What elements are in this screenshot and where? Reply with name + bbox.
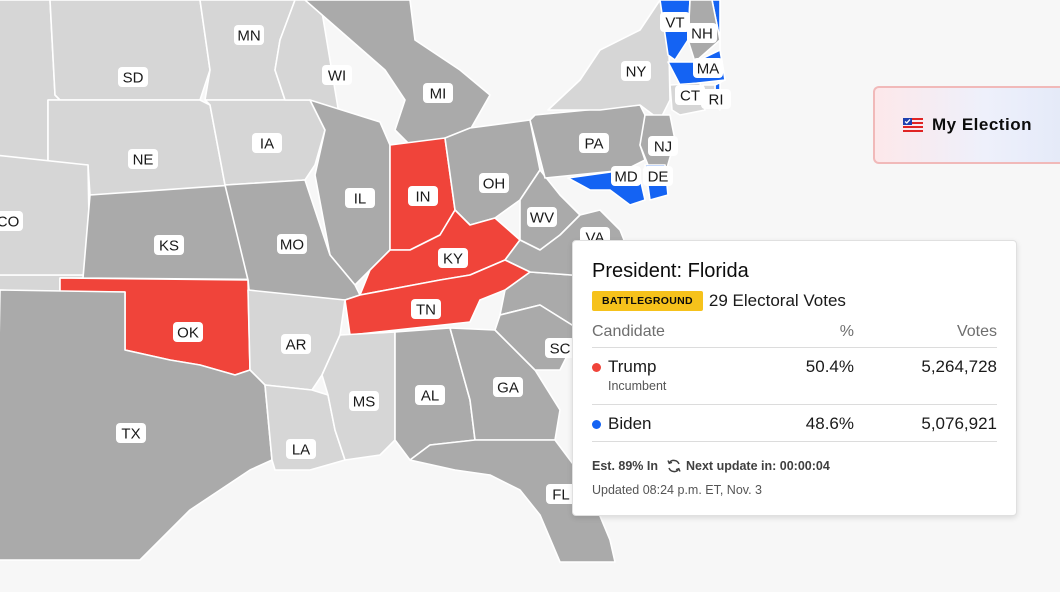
state-label-pa: PA [585,136,604,153]
candidate-row-trump: Trump Incumbent 50.4% 5,264,728 [592,348,997,405]
state-label-mi: MI [430,86,447,103]
state-label-bg [118,67,148,87]
state-label-ma: MA [697,61,720,78]
state-label-ct: CT [680,88,700,105]
reporting-status: Est. 89% In Next update in: 00:00:04 [592,458,997,474]
state-label-nh: NH [691,26,713,43]
candidate-name: Biden [608,414,652,433]
state-label-md: MD [614,169,637,186]
next-update: Next update in: 00:00:04 [686,459,830,473]
state-label-al: AL [421,388,439,405]
state-label-ky: KY [443,251,463,268]
state-label-bg [693,58,723,78]
candidate-row-biden: Biden 48.6% 5,076,921 [592,405,997,442]
candidate-pct: 50.4% [805,357,854,376]
state-label-bg [286,439,316,459]
state-shape-fl[interactable] [409,439,616,563]
state-label-wv: WV [530,210,554,227]
state-label-mn: MN [237,28,260,45]
candidate-votes: 5,264,728 [921,357,997,376]
state-shape-ny[interactable] [547,0,671,121]
state-label-bg [546,484,576,504]
state-label-bg [128,149,158,169]
state-label-bg [643,166,673,186]
state-label-sd: SD [123,70,144,87]
state-label-bg [277,234,307,254]
state-label-bg [621,61,651,81]
state-label-ms: MS [353,394,376,411]
candidate-pct: 48.6% [805,414,854,433]
updated-time: Updated 08:24 p.m. ET, Nov. 3 [592,483,763,497]
my-election-label: My Election [932,115,1032,134]
state-label-bg [675,85,705,105]
state-results-popup: President: Florida BATTLEGROUND 29 Elect… [572,240,1017,516]
state-label-bg [173,322,203,342]
state-label-bg [660,12,690,32]
state-label-ks: KS [159,238,179,255]
state-label-bg [349,391,379,411]
candidate-votes: 5,076,921 [921,414,997,433]
state-label-bg [579,133,609,153]
state-label-la: LA [292,442,310,459]
state-label-oh: OH [483,176,506,193]
state-label-bg [687,23,717,43]
state-label-co: CO [0,214,19,231]
state-label-sc: SC [550,341,571,358]
party-dot-icon [592,362,601,372]
state-label-bg [479,173,509,193]
state-label-wi: WI [328,68,346,85]
state-label-bg [545,338,575,358]
state-label-tn: TN [416,302,436,319]
my-election-button[interactable]: My Election [873,86,1060,164]
state-label-bg [411,299,441,319]
state-label-ga: GA [497,380,519,397]
state-label-bg [154,235,184,255]
state-label-bg [116,423,146,443]
state-label-fl: FL [552,487,570,504]
header-votes: Votes [956,323,997,340]
electoral-votes: 29 Electoral Votes [708,291,846,310]
popup-title: President: Florida [592,260,749,282]
header-pct: % [839,323,854,340]
state-label-bg [527,207,557,227]
incumbent-label: Incumbent [608,379,667,393]
state-label-bg [611,166,641,186]
state-label-bg [415,385,445,405]
state-shape-tn[interactable] [344,259,531,336]
state-label-bg [345,188,375,208]
state-shape-sd[interactable] [49,0,211,101]
candidate-name: Trump [608,357,657,376]
state-label-bg [322,65,352,85]
state-label-bg [252,133,282,153]
state-label-il: IL [354,191,367,208]
state-label-in: IN [416,189,431,206]
results-table-header: Candidate % Votes [592,323,997,348]
party-dot-icon [592,419,601,429]
state-label-vt: VT [665,15,684,32]
state-label-ok: OK [177,325,199,342]
refresh-icon [666,458,682,474]
state-label-bg [281,334,311,354]
state-label-de: DE [648,169,669,186]
state-label-bg [648,136,678,156]
state-label-ny: NY [626,64,647,81]
state-label-ar: AR [286,337,307,354]
state-label-bg [234,25,264,45]
state-label-bg [408,186,438,206]
state-label-tx: TX [121,426,140,443]
state-label-ne: NE [133,152,154,169]
state-label-bg [701,89,731,109]
state-label-nj: NJ [654,139,672,156]
header-candidate: Candidate [592,323,665,340]
state-label-ia: IA [260,136,274,153]
state-label-bg [438,248,468,268]
state-label-bg [0,211,23,231]
state-label-ri: RI [709,92,724,109]
estimate-in: Est. 89% In [592,459,658,473]
state-label-bg [423,83,453,103]
state-label-mo: MO [280,237,304,254]
state-label-bg [493,377,523,397]
ballot-flag-icon [903,118,923,132]
battleground-badge: BATTLEGROUND [592,291,703,311]
